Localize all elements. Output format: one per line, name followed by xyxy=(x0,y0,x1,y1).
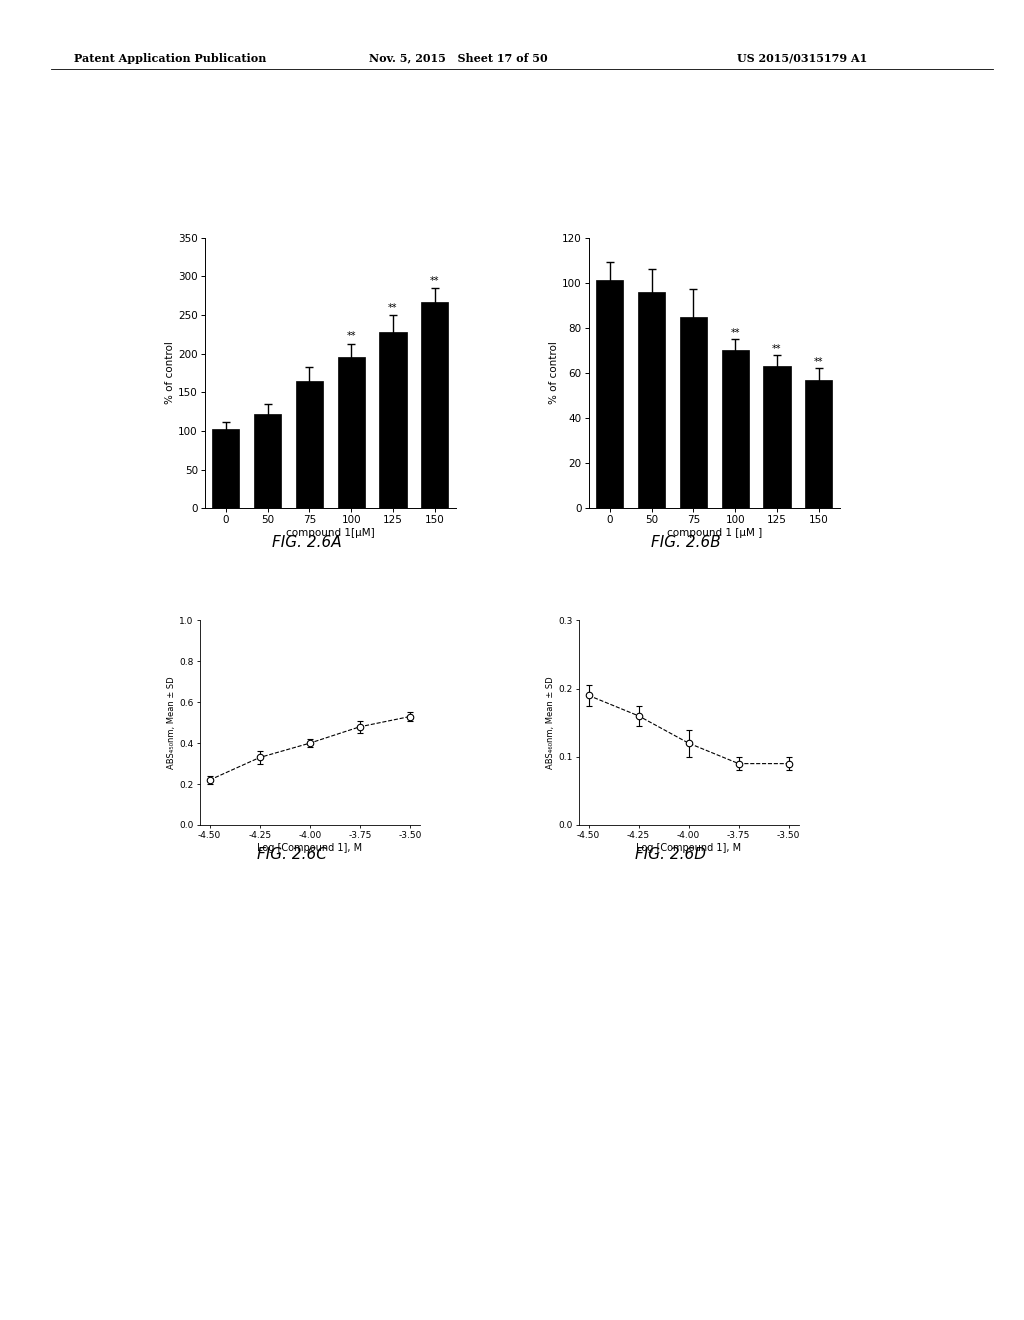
Text: FIG. 2.6D: FIG. 2.6D xyxy=(635,847,707,862)
Text: Patent Application Publication: Patent Application Publication xyxy=(74,53,266,63)
Bar xyxy=(596,280,624,508)
Text: US 2015/0315179 A1: US 2015/0315179 A1 xyxy=(737,53,867,63)
Point xyxy=(252,747,268,768)
Point xyxy=(351,717,368,738)
Bar xyxy=(338,358,365,508)
Bar xyxy=(722,350,749,508)
Text: **: ** xyxy=(814,358,823,367)
Text: Nov. 5, 2015   Sheet 17 of 50: Nov. 5, 2015 Sheet 17 of 50 xyxy=(369,53,547,63)
Bar xyxy=(296,380,323,508)
Text: **: ** xyxy=(346,331,356,341)
Point xyxy=(581,685,597,706)
Bar xyxy=(805,380,833,508)
Bar xyxy=(379,331,407,508)
Point xyxy=(631,705,647,726)
Text: FIG. 2.6B: FIG. 2.6B xyxy=(651,535,721,549)
Y-axis label: ABS₄₅₀nm, Mean ± SD: ABS₄₅₀nm, Mean ± SD xyxy=(167,676,176,770)
Text: **: ** xyxy=(730,327,740,338)
Y-axis label: % of control: % of control xyxy=(165,342,175,404)
Point xyxy=(680,733,696,754)
X-axis label: compound 1 [μM ]: compound 1 [μM ] xyxy=(667,528,762,539)
Bar xyxy=(254,414,282,508)
Point xyxy=(780,752,797,774)
Text: **: ** xyxy=(388,302,397,313)
Bar xyxy=(680,317,707,508)
Y-axis label: % of control: % of control xyxy=(549,342,559,404)
Bar xyxy=(638,292,666,508)
Text: FIG. 2.6C: FIG. 2.6C xyxy=(257,847,327,862)
Point xyxy=(301,733,317,754)
Point xyxy=(401,706,418,727)
X-axis label: Log [Compound 1], M: Log [Compound 1], M xyxy=(257,843,362,853)
Text: FIG. 2.6A: FIG. 2.6A xyxy=(272,535,342,549)
Text: **: ** xyxy=(772,343,781,354)
X-axis label: Log [Compound 1], M: Log [Compound 1], M xyxy=(636,843,741,853)
Point xyxy=(730,752,746,774)
Text: **: ** xyxy=(430,276,439,285)
X-axis label: compound 1[μM]: compound 1[μM] xyxy=(286,528,375,539)
Bar xyxy=(421,302,449,508)
Point xyxy=(202,770,218,791)
Bar xyxy=(212,429,240,508)
Y-axis label: ABS₄₆₀nm, Mean ± SD: ABS₄₆₀nm, Mean ± SD xyxy=(546,676,555,770)
Bar xyxy=(763,366,791,508)
